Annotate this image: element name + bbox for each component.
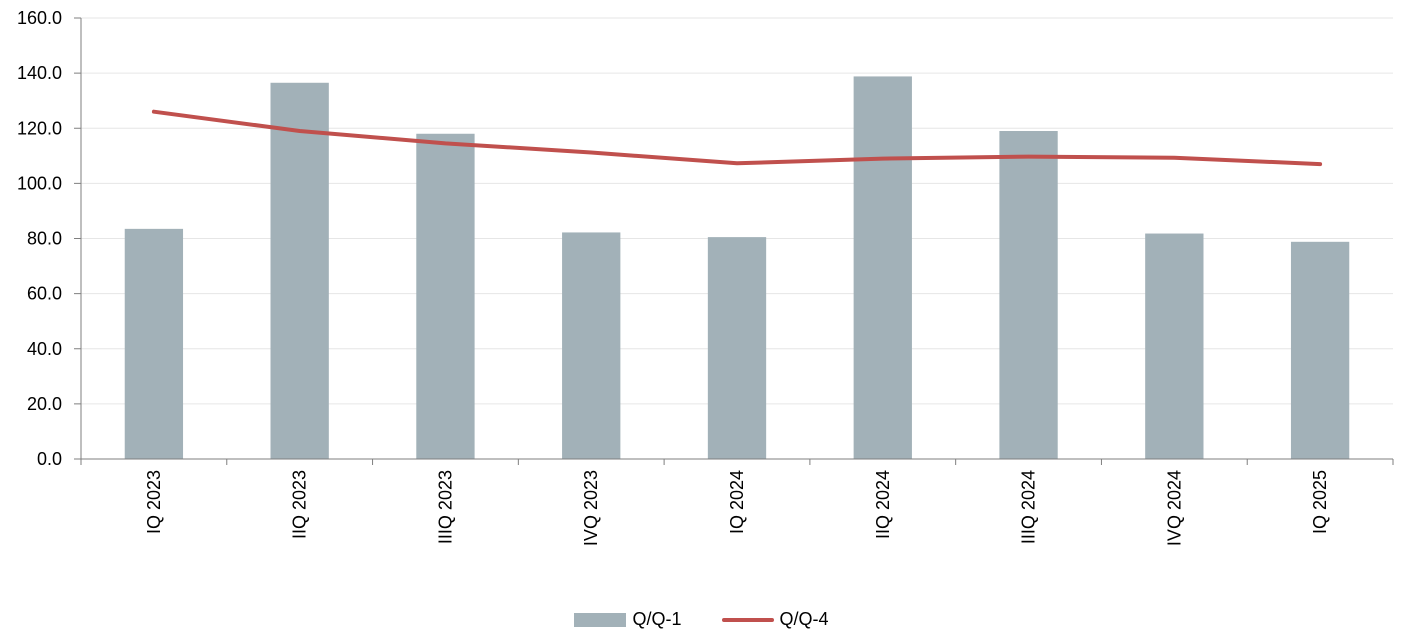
x-tick-label: IQ 2023 bbox=[144, 470, 164, 534]
y-tick-label: 100.0 bbox=[17, 173, 62, 193]
legend-swatch-line bbox=[721, 617, 774, 622]
y-tick-labels: 0.0 20.0 40.0 60.0 80.0 100.0 120.0 140.0 160.0 bbox=[17, 8, 62, 469]
bar bbox=[707, 237, 767, 459]
line-series-q-q-4 bbox=[151, 109, 1323, 167]
legend-item-q-q-1: Q/Q-1 bbox=[574, 609, 682, 630]
legend: Q/Q-1 Q/Q-4 bbox=[0, 609, 1403, 630]
bar bbox=[416, 133, 475, 459]
line-point bbox=[1028, 156, 1030, 158]
bar bbox=[1145, 233, 1204, 459]
x-tick-label: IQ 2024 bbox=[727, 470, 747, 534]
line-point bbox=[1319, 163, 1321, 165]
x-tick-label: IVQ 2023 bbox=[581, 470, 601, 546]
axes bbox=[80, 18, 1394, 465]
y-tick-label: 140.0 bbox=[17, 63, 62, 83]
line-point bbox=[153, 111, 155, 113]
line-point bbox=[299, 130, 301, 132]
line-point bbox=[1173, 157, 1175, 159]
y-tick-label: 60.0 bbox=[27, 284, 62, 304]
bar bbox=[999, 131, 1058, 459]
y-tick-label: 80.0 bbox=[27, 229, 62, 249]
bar bbox=[562, 232, 621, 459]
line-point bbox=[590, 152, 592, 154]
x-tick-label: IIQ 2024 bbox=[873, 470, 893, 539]
x-tick-label: IIIQ 2024 bbox=[1019, 470, 1039, 544]
bar bbox=[1290, 241, 1350, 459]
bar bbox=[853, 76, 912, 460]
y-tick-label: 40.0 bbox=[27, 339, 62, 359]
x-tick-label: IQ 2025 bbox=[1310, 470, 1330, 534]
y-tick-label: 20.0 bbox=[27, 394, 62, 414]
legend-item-q-q-4: Q/Q-4 bbox=[721, 609, 829, 630]
x-tick-label: IIQ 2023 bbox=[290, 470, 310, 539]
y-tick-label: 0.0 bbox=[37, 449, 62, 469]
series-line bbox=[151, 109, 1323, 167]
line-point bbox=[736, 162, 738, 164]
y-tick-label: 160.0 bbox=[17, 8, 62, 28]
line-point bbox=[444, 142, 446, 144]
x-tick-labels: IQ 2023 IIQ 2023 IIIQ 2023 IVQ 2023 IQ 2024 I… bbox=[144, 470, 1330, 546]
combo-chart: 0.020.040.060.080.0100.0120.0140.0160.0 … bbox=[17, 8, 1394, 546]
legend-label-q-q-4: Q/Q-4 bbox=[779, 609, 829, 629]
x-tick-label: IVQ 2024 bbox=[1164, 470, 1184, 546]
bar-series-q-q-1 bbox=[124, 76, 1350, 460]
line-point bbox=[882, 158, 884, 160]
bar bbox=[270, 82, 329, 459]
legend-swatch-bar bbox=[574, 612, 627, 627]
x-tick-label: IIIQ 2023 bbox=[435, 470, 455, 544]
bar bbox=[124, 228, 184, 459]
legend-label-q-q-1: Q/Q-1 bbox=[632, 609, 682, 629]
y-tick-label: 120.0 bbox=[17, 118, 62, 138]
